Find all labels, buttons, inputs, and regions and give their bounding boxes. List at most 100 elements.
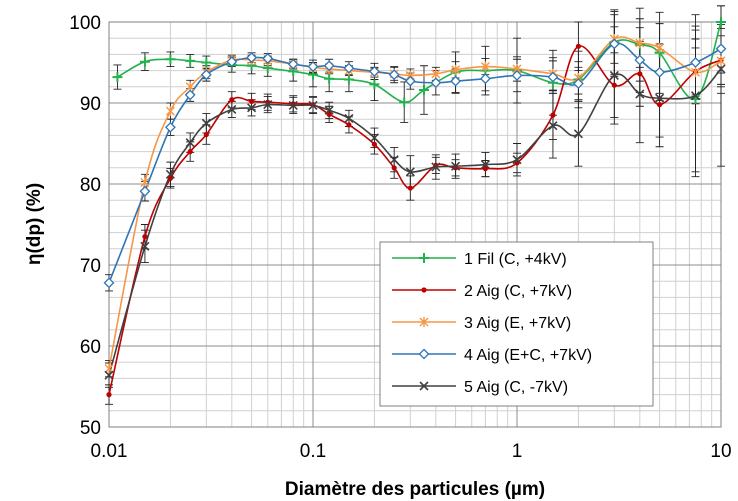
series-4-point [572,78,584,89]
series-4-point [246,52,258,64]
legend-marker-3 [419,317,429,327]
series-4-point [200,69,212,81]
series-5-point [480,159,490,170]
x-tick-label: 0.01 [91,441,128,462]
series-4-point [287,58,299,70]
series-5-point [263,100,273,110]
error-bars [105,5,725,405]
y-tick-label: 80 [80,175,101,196]
series-5-point [548,121,558,131]
series-5-point [140,241,150,251]
series-1-point [185,55,196,66]
y-tick-label: 70 [80,256,101,277]
series-5-point [573,129,583,139]
series-4-point [430,77,442,89]
series-4-point [184,89,196,101]
series-2-point [611,82,617,88]
y-tick-labels: 50 60 70 80 90 100 [69,13,101,439]
series-2-point [142,234,148,240]
series-5-point [609,70,619,81]
series-2-point [229,97,235,103]
legend-marker-1 [419,253,429,263]
series-4-point [511,70,523,81]
series-5-point [655,93,665,103]
series-5-point [201,118,211,128]
series-5-point [431,162,441,172]
series-2-point [371,141,378,147]
series-5-point [635,89,645,99]
x-tick-label: 10 [710,441,731,462]
series-4-point [103,277,115,289]
series-1-point [343,74,354,85]
series-5-point [344,113,354,123]
series-3-point [431,68,441,79]
series-1-point [112,72,123,83]
series-4-point [479,73,491,85]
series-2-point [248,98,255,104]
legend-marker-4 [418,348,430,360]
series-3-point [165,106,175,117]
series-3-point [480,61,490,72]
series-1-point [201,57,212,68]
series-2-line [108,45,722,395]
series-5-point [690,91,701,101]
series-1-point [369,79,380,90]
series-2-point [550,112,556,118]
y-tick-label: 100 [69,13,101,34]
series-2-point [482,166,488,172]
x-axis-title: Diamètre des particules (µm) [285,479,545,500]
legend-label-4: 4 Aig (E+C, +7kV) [464,347,592,364]
series-4-point [262,53,274,64]
series-3-point [635,38,645,49]
legend-label-1: 1 Fil (C, +4kV) [464,251,567,268]
series-4-point [164,121,176,133]
x-tick-labels: 0.01 0.1 1 10 [91,441,732,462]
legend-marker-2 [421,287,427,293]
series-3-point [655,42,665,53]
series-3-point [140,177,150,188]
y-tick-label: 90 [80,94,101,115]
series-5-point [288,100,298,110]
series-5-point [247,103,257,113]
series-4-point [450,75,462,87]
series-4-point [343,62,355,74]
series-4-point [654,66,666,78]
legend: 1 Fil (C, +4kV) 2 Aig (C, +7kV) 3 Aig (E, … [379,241,654,407]
series-4-point [307,61,319,72]
series-2-point [391,165,397,171]
series-5-point [716,64,726,74]
series-1-point [139,56,150,67]
series-1-point [324,73,335,84]
error-bar [717,5,725,167]
series-4-point [404,75,416,87]
series-5-point [369,133,379,143]
series-3-point [451,64,461,75]
series-5-point [104,370,114,380]
series-2-point [167,175,174,181]
series-2-point [407,185,413,191]
series-markers [103,17,727,398]
series-2-point [575,43,582,49]
series-4-point [608,38,620,50]
series-2-point [656,102,663,108]
series-1-point [418,85,429,96]
series-5-point [165,169,175,179]
series-5-point [185,138,195,148]
plot-area-border [108,21,722,428]
series-3-point [691,67,701,78]
y-tick-label: 60 [80,337,101,358]
series-4-point [226,56,238,68]
legend-label-5: 5 Aig (C, -7kV) [464,379,568,396]
series-1-point [716,17,726,27]
series-4-point [139,185,151,197]
series-3-point [716,55,726,66]
legend-marker-5 [419,381,429,391]
series-2-point [203,131,209,138]
series-2-point [326,111,332,117]
series-2-point [106,392,112,398]
series-3-point [104,363,114,374]
x-tick-label: 1 [512,441,523,462]
series-5-point [389,155,399,165]
series-4-point [690,57,701,68]
series-2-point [187,149,193,155]
